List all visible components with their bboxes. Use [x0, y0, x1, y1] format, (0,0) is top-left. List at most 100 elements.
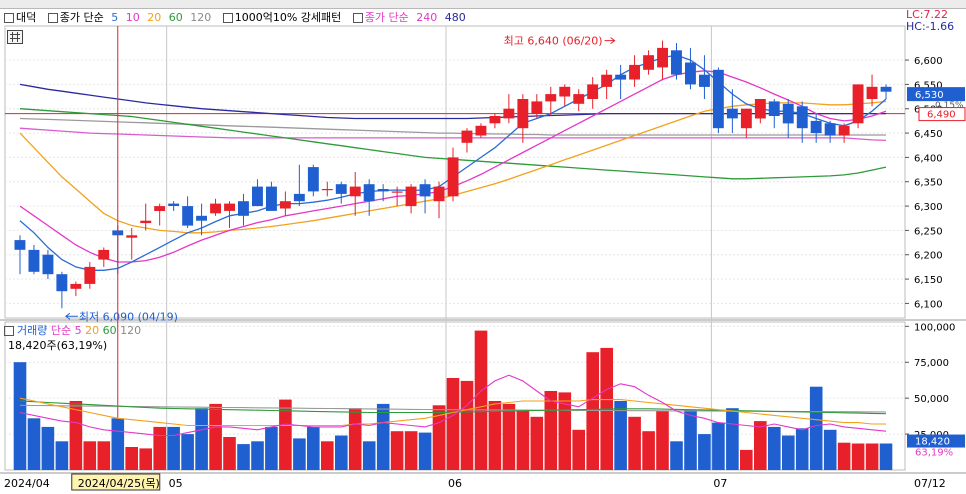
x-axis-label: 2024/04	[4, 477, 50, 490]
volume-bar	[782, 435, 795, 470]
volume-bar	[823, 429, 837, 470]
price-tick-label: 6,450	[914, 129, 943, 140]
volume-ma5-line	[19, 374, 887, 437]
candle-body	[671, 50, 682, 75]
volume-bar	[237, 444, 250, 470]
volume-bar	[335, 435, 348, 470]
candle-body	[405, 186, 417, 207]
candle-body	[14, 240, 26, 250]
candle-body	[517, 99, 529, 129]
volume-bar	[279, 399, 292, 470]
candle-body	[433, 186, 445, 202]
volume-bar	[460, 380, 474, 470]
candle-body	[154, 206, 166, 211]
legend-checkbox[interactable]	[4, 326, 14, 336]
volume-bar	[27, 418, 41, 470]
candle-body	[489, 116, 501, 124]
candle-body	[224, 203, 235, 211]
ma-period-5: 5	[111, 11, 119, 24]
extra-ma-label: 종가 단순	[364, 11, 409, 24]
legend-checkbox[interactable]	[4, 13, 14, 23]
legend-checkbox[interactable]	[352, 13, 363, 23]
ma-period-480: 480	[444, 11, 466, 24]
candle-body	[824, 123, 836, 136]
price-tick-label: 6,600	[914, 56, 943, 67]
price-pane-frame	[4, 25, 906, 319]
ma-period-10: 10	[125, 11, 140, 24]
candle-body	[391, 191, 403, 193]
legend-checkbox[interactable]	[47, 13, 58, 23]
volume-bar	[153, 426, 166, 470]
volume-legend: 거래량 단순 5 20 60 120	[0, 322, 141, 338]
candle-body	[545, 94, 557, 102]
volume-bar	[614, 401, 627, 470]
price-tick-label: 6,300	[914, 202, 943, 213]
volume-tick-label: 50,000	[914, 394, 949, 405]
volume-bar	[656, 411, 669, 470]
vol-ma-period-20: 20	[85, 324, 100, 337]
volume-bar	[307, 426, 320, 470]
volume-bar	[69, 401, 83, 470]
candle-body	[685, 62, 696, 85]
candle-body	[447, 157, 459, 197]
volume-bar	[362, 441, 376, 470]
volume-bar	[83, 441, 97, 470]
candle-body	[559, 86, 571, 97]
candle-body	[754, 99, 766, 119]
volume-bar	[251, 441, 264, 470]
volume-bar	[55, 441, 69, 470]
volume-current-pct: 63,19%	[915, 448, 953, 459]
volume-bar	[544, 391, 558, 470]
volume-bar	[390, 431, 404, 470]
volume-bar	[488, 401, 502, 470]
legend-checkbox[interactable]	[222, 13, 233, 23]
candle-body	[726, 108, 738, 119]
volume-tick-label: 75,000	[914, 358, 949, 369]
grid-tool-icon[interactable]	[7, 30, 23, 44]
volume-bar	[684, 409, 697, 470]
volume-bar	[586, 352, 599, 470]
volume-bar	[851, 443, 865, 470]
candle-body	[740, 108, 752, 129]
volume-bar	[167, 426, 180, 470]
volume-bar	[865, 443, 879, 470]
candle-body	[503, 108, 515, 119]
lc-hc-info: LC:7.22 HC:-1.66	[906, 9, 954, 33]
candle-body	[657, 47, 668, 68]
x-axis-label: 05	[169, 477, 183, 490]
top-toolbar-strip	[0, 0, 966, 9]
pattern-label: 1000억10% 강세패턴	[234, 11, 342, 24]
candle-body	[42, 254, 54, 275]
volume-bar	[628, 416, 641, 470]
volume-bar	[195, 408, 208, 470]
candle-body	[615, 74, 627, 80]
volume-bar	[502, 403, 516, 470]
change-label: 0.15%	[935, 101, 964, 111]
vol-ma-period-120: 120	[120, 324, 142, 337]
volume-bar	[348, 408, 362, 470]
volume-bar	[572, 429, 585, 470]
candle-body	[838, 125, 850, 136]
volume-bar	[97, 441, 111, 470]
volume-ma-label: 단순	[50, 324, 72, 337]
candle-body	[70, 283, 82, 289]
candle-body	[531, 101, 543, 114]
volume-bar	[139, 448, 152, 470]
candle-body	[98, 249, 110, 260]
volume-bar	[13, 362, 27, 470]
ma-period-60: 60	[168, 11, 183, 24]
candle-body	[587, 84, 599, 99]
low-arrow	[65, 312, 78, 320]
candle-body	[84, 266, 96, 284]
volume-bar	[293, 438, 306, 470]
candle-body	[475, 125, 487, 136]
candle-body	[866, 86, 878, 99]
volume-bar	[879, 443, 893, 470]
volume-bar	[265, 426, 278, 470]
volume-info: 18,420주(63,19%)	[8, 339, 108, 352]
price-ma-label: 종가 단순	[59, 11, 104, 24]
high-annotation: 최고 6,640 (06/20)	[504, 35, 603, 48]
volume-bar	[321, 441, 334, 470]
volume-bar	[125, 447, 138, 470]
